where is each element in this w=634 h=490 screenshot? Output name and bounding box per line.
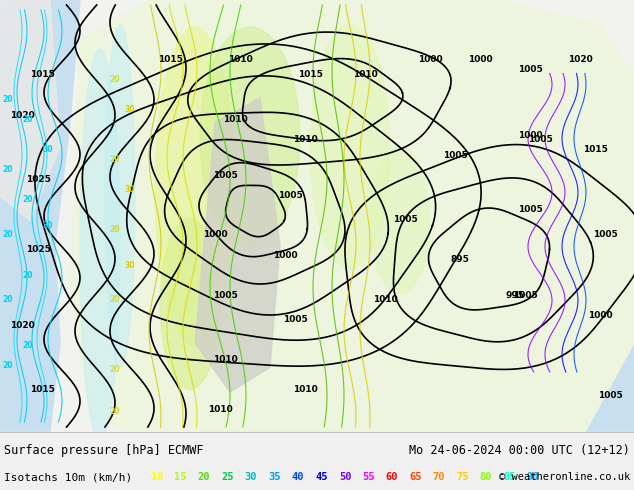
Ellipse shape: [105, 24, 135, 368]
Text: 895: 895: [451, 255, 469, 265]
Text: 1010: 1010: [293, 136, 318, 145]
Text: 40: 40: [292, 472, 304, 482]
Text: 20: 20: [3, 96, 13, 104]
Text: 30: 30: [125, 105, 135, 115]
Text: 30: 30: [125, 186, 135, 195]
Text: 1000: 1000: [468, 55, 493, 65]
Text: © weatheronline.co.uk: © weatheronline.co.uk: [499, 472, 630, 482]
Text: 1015: 1015: [30, 386, 55, 394]
Text: 45: 45: [315, 472, 328, 482]
Text: 1000: 1000: [203, 230, 228, 240]
Text: 1005: 1005: [593, 230, 618, 240]
Text: 10: 10: [151, 472, 163, 482]
Text: 1025: 1025: [25, 245, 51, 254]
Text: 20: 20: [110, 408, 120, 416]
Text: 60: 60: [385, 472, 398, 482]
Text: 1015: 1015: [158, 55, 183, 65]
Text: 30: 30: [42, 220, 53, 229]
Text: 1010: 1010: [228, 55, 252, 65]
Text: 20: 20: [3, 295, 13, 304]
Text: 20: 20: [110, 75, 120, 84]
Text: 20: 20: [198, 472, 210, 482]
Text: 80: 80: [480, 472, 492, 482]
Ellipse shape: [155, 27, 235, 345]
Text: 30: 30: [245, 472, 257, 482]
Polygon shape: [0, 0, 60, 220]
Polygon shape: [195, 98, 280, 392]
Text: 1000: 1000: [273, 250, 297, 260]
Text: 995: 995: [505, 291, 524, 299]
Text: 1005: 1005: [517, 205, 542, 215]
Text: 15: 15: [174, 472, 187, 482]
Bar: [0, 0, 634, 432]
Text: 1005: 1005: [278, 191, 302, 199]
Text: 1010: 1010: [353, 71, 377, 79]
Text: 20: 20: [110, 155, 120, 165]
Ellipse shape: [80, 49, 120, 441]
Text: 1010: 1010: [293, 386, 318, 394]
Text: 20: 20: [3, 361, 13, 369]
Ellipse shape: [440, 292, 634, 412]
Text: 20: 20: [3, 166, 13, 174]
Ellipse shape: [370, 147, 430, 294]
Text: 1005: 1005: [527, 136, 552, 145]
Bar: [0, 432, 634, 490]
Text: 65: 65: [410, 472, 422, 482]
Text: 75: 75: [456, 472, 469, 482]
Text: 1000: 1000: [418, 55, 443, 65]
Text: 1000: 1000: [518, 130, 542, 140]
Text: Mo 24-06-2024 00:00 UTC (12+12): Mo 24-06-2024 00:00 UTC (12+12): [409, 444, 630, 457]
Bar: [480, 312, 634, 432]
Text: 1015: 1015: [30, 71, 55, 79]
Text: 25: 25: [221, 472, 234, 482]
Text: 1020: 1020: [567, 55, 592, 65]
Text: 20: 20: [23, 196, 33, 204]
Polygon shape: [200, 432, 340, 451]
Text: 1020: 1020: [10, 111, 34, 120]
Text: 1010: 1010: [223, 116, 247, 124]
Text: 1025: 1025: [25, 175, 51, 185]
Polygon shape: [0, 0, 80, 432]
Text: 1005: 1005: [283, 316, 307, 324]
Text: 70: 70: [433, 472, 445, 482]
Text: 1005: 1005: [212, 171, 237, 179]
Ellipse shape: [200, 27, 300, 247]
Text: 1015: 1015: [297, 71, 323, 79]
Text: 30: 30: [42, 146, 53, 154]
Text: Isotachs 10m (km/h): Isotachs 10m (km/h): [4, 472, 133, 482]
Text: 20: 20: [110, 225, 120, 235]
Text: 90: 90: [527, 472, 540, 482]
Text: Surface pressure [hPa] ECMWF: Surface pressure [hPa] ECMWF: [4, 444, 204, 457]
Text: 35: 35: [268, 472, 281, 482]
Text: 1015: 1015: [583, 146, 607, 154]
Polygon shape: [70, 0, 634, 451]
Ellipse shape: [310, 24, 390, 270]
Text: 1010: 1010: [212, 356, 237, 365]
Text: 1005: 1005: [443, 150, 467, 160]
Text: 50: 50: [339, 472, 351, 482]
Text: 30: 30: [125, 261, 135, 270]
Text: 1000: 1000: [588, 311, 612, 319]
Text: 1005: 1005: [513, 291, 538, 299]
Text: 1005: 1005: [212, 291, 237, 299]
Text: 20: 20: [110, 366, 120, 374]
Text: 1005: 1005: [517, 66, 542, 74]
Text: 20: 20: [23, 270, 33, 279]
Text: 20: 20: [110, 295, 120, 304]
Text: 1005: 1005: [392, 216, 417, 224]
Text: 1010: 1010: [373, 295, 398, 304]
Text: 20: 20: [23, 341, 33, 349]
Text: 55: 55: [362, 472, 375, 482]
Ellipse shape: [160, 218, 220, 390]
Text: 85: 85: [503, 472, 515, 482]
Text: 20: 20: [3, 230, 13, 240]
Text: 1010: 1010: [207, 406, 233, 415]
Text: 20: 20: [23, 116, 33, 124]
Text: 1005: 1005: [598, 391, 623, 399]
Text: 1020: 1020: [10, 320, 34, 329]
